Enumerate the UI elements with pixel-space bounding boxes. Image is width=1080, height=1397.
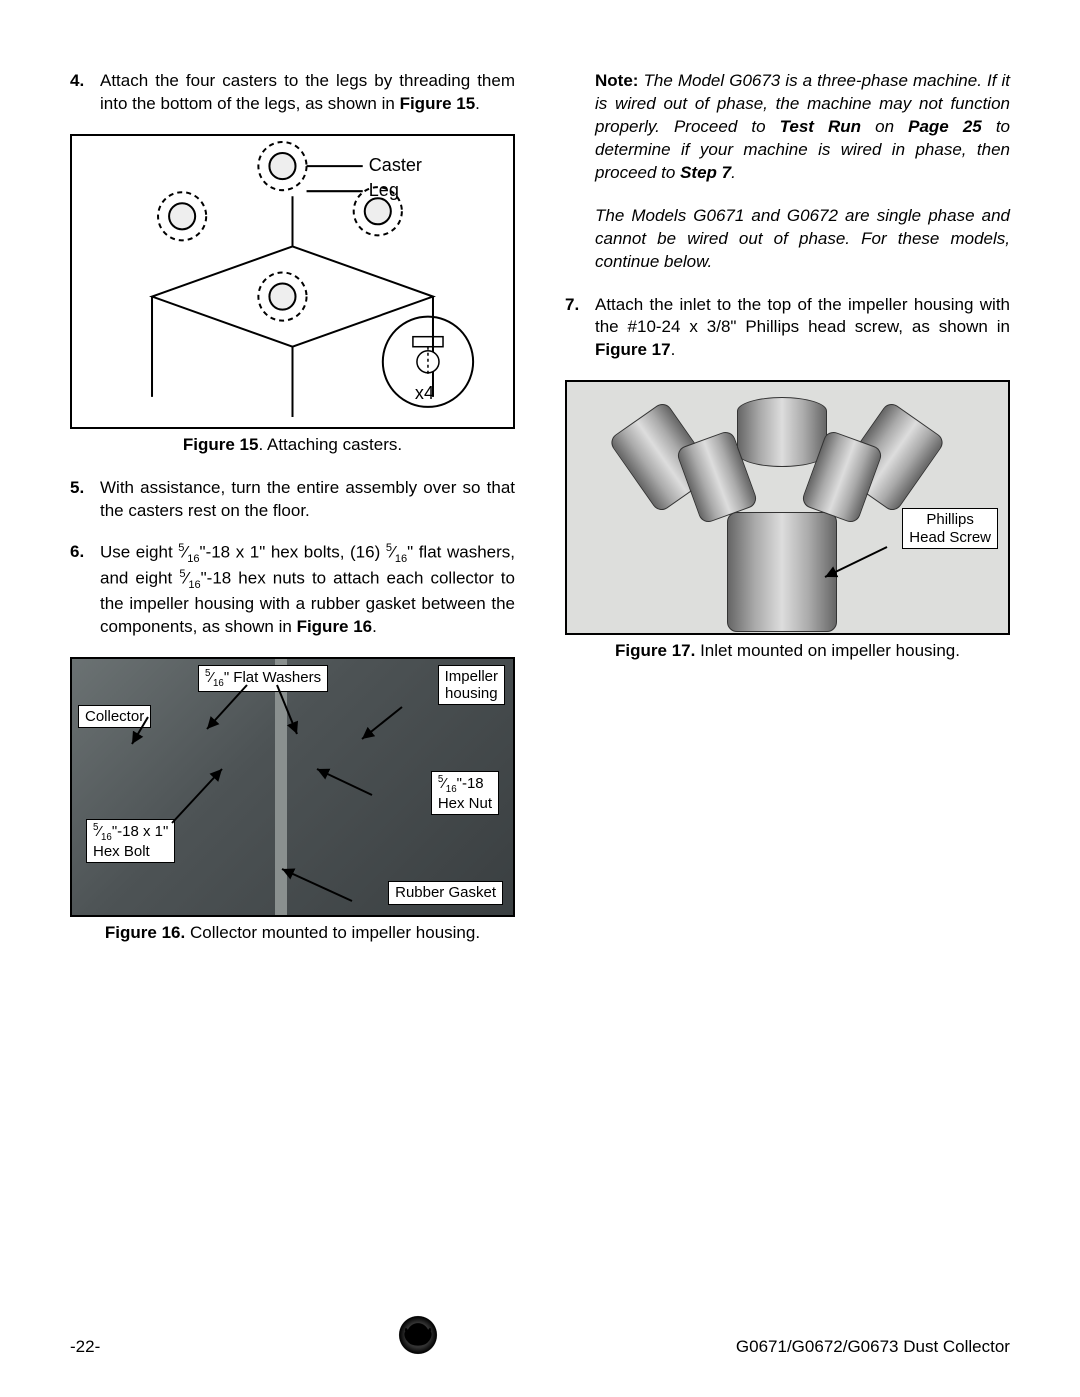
page-footer: -22- G0671/G0672/G0673 Dust Collector <box>70 1313 1010 1357</box>
s6f2d: 16 <box>395 553 407 565</box>
s7p1: Attach the inlet to the top of the impel… <box>595 295 1010 337</box>
s7p2: . <box>671 340 676 359</box>
step-text: Attach the four casters to the legs by t… <box>100 70 515 116</box>
s6f3d: 16 <box>188 579 200 591</box>
step-7: 7. Attach the inlet to the top of the im… <box>565 294 1010 363</box>
fig16-cap-bold: Figure 16. <box>105 923 185 942</box>
figure-17-arrow <box>567 382 1008 633</box>
step-5: 5. With assistance, turn the entire asse… <box>70 477 515 523</box>
s6f3n: 5 <box>179 568 185 580</box>
figure-16-caption: Figure 16. Collector mounted to impeller… <box>70 923 515 943</box>
right-column: Note: The Model G0673 is a three-phase m… <box>565 70 1010 965</box>
note-step: Step 7 <box>680 163 731 182</box>
step4-figref: Figure 15 <box>400 94 476 113</box>
figure-16-box: 5⁄16" Flat Washers Impeller housing Coll… <box>70 657 515 917</box>
note-b4: . <box>731 163 736 182</box>
figure-16-arrows <box>72 659 513 915</box>
left-column: 4. Attach the four casters to the legs b… <box>70 70 515 965</box>
step-text: With assistance, turn the entire assembl… <box>100 477 515 523</box>
note-page: Page 25 <box>908 117 982 136</box>
page-number: -22- <box>70 1337 100 1357</box>
note-b2: on <box>861 117 908 136</box>
figure-15-caption: Figure 15. Attaching casters. <box>70 435 515 455</box>
step-text: Use eight 5⁄16"-18 x 1" hex bolts, (16) … <box>100 541 515 639</box>
step-number: 5. <box>70 477 100 523</box>
svg-text:Leg: Leg <box>369 180 399 200</box>
step-number: 4. <box>70 70 100 116</box>
note2-block: The Models G0671 and G0672 are single ph… <box>595 205 1010 274</box>
s6f2n: 5 <box>386 542 392 554</box>
fig15-cap-bold: Figure 15 <box>183 435 259 454</box>
figure-17-box: Phillips Head Screw <box>565 380 1010 635</box>
svg-text:Caster: Caster <box>369 155 422 175</box>
step-number: 6. <box>70 541 100 639</box>
s7figref: Figure 17 <box>595 340 671 359</box>
s6f1d: 16 <box>187 553 199 565</box>
fig15-cap-rest: . Attaching casters. <box>258 435 402 454</box>
fig17-cap-rest: Inlet mounted on impeller housing. <box>695 641 960 660</box>
step-text: Attach the inlet to the top of the impel… <box>595 294 1010 363</box>
note-block: Note: The Model G0673 is a three-phase m… <box>595 70 1010 185</box>
svg-text:x4: x4 <box>415 383 434 403</box>
figure-15-diagram: Caster Leg x4 <box>72 136 513 427</box>
bear-logo-icon <box>396 1313 440 1357</box>
content-columns: 4. Attach the four casters to the legs b… <box>70 70 1010 965</box>
step-number: 7. <box>565 294 595 363</box>
figure-17-caption: Figure 17. Inlet mounted on impeller hou… <box>565 641 1010 661</box>
s6p1: Use eight <box>100 542 178 561</box>
note-testrun: Test Run <box>780 117 861 136</box>
fig16-cap-rest: Collector mounted to impeller housing. <box>185 923 480 942</box>
s6p5: . <box>372 617 377 636</box>
step-4: 4. Attach the four casters to the legs b… <box>70 70 515 116</box>
s6f1n: 5 <box>178 542 184 554</box>
fig17-cap-bold: Figure 17. <box>615 641 695 660</box>
note-prefix: Note: <box>595 71 638 90</box>
step-6: 6. Use eight 5⁄16"-18 x 1" hex bolts, (1… <box>70 541 515 639</box>
figure-15-box: Caster Leg x4 <box>70 134 515 429</box>
s6figref: Figure 16 <box>297 617 373 636</box>
s6p2: "-18 x 1" hex bolts, (16) <box>200 542 386 561</box>
footer-title: G0671/G0672/G0673 Dust Collector <box>736 1337 1010 1357</box>
step4-post: . <box>475 94 480 113</box>
